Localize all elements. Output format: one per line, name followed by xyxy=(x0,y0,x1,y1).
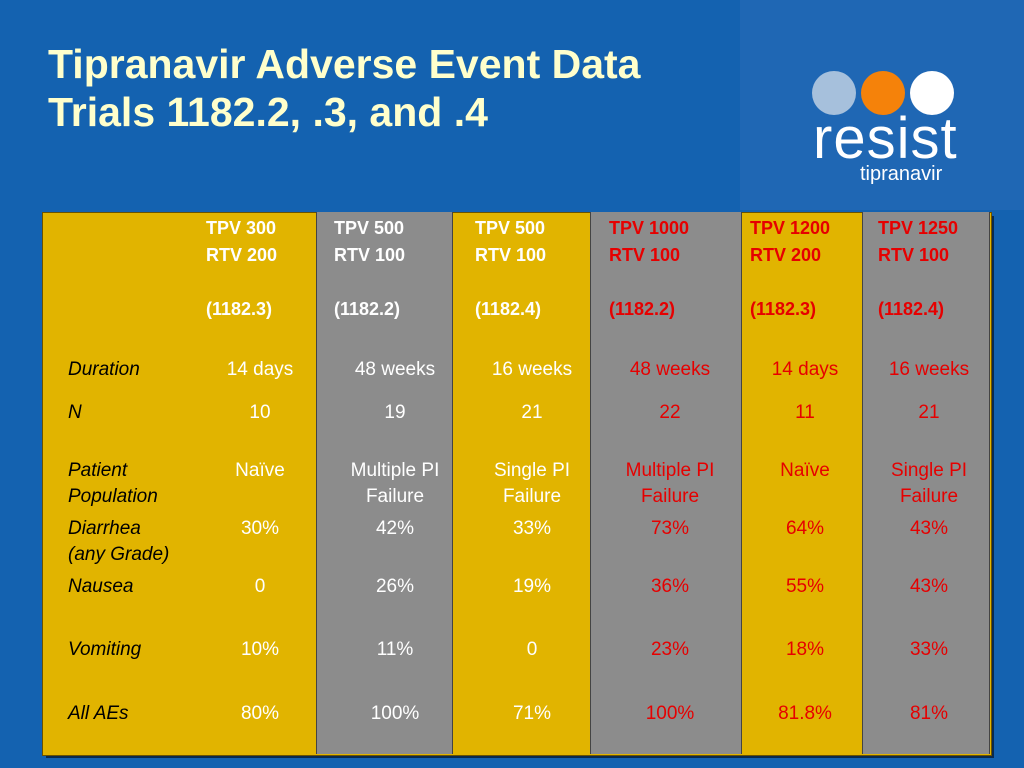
col-header-tpv: TPV 500 xyxy=(334,218,405,238)
col-header-1: TPV 300 RTV 200 (1182.3) xyxy=(206,215,277,323)
cell-vomiting: 10% xyxy=(240,639,280,660)
data-table xyxy=(42,212,992,756)
cell-population-1: Naïve xyxy=(235,460,285,481)
cell-duration: 16 weeks xyxy=(888,359,970,380)
cell-nausea: 0 xyxy=(254,576,266,597)
col-header-3: TPV 500 RTV 100 (1182.4) xyxy=(475,215,546,323)
cell-population-2: Failure xyxy=(899,486,959,507)
col-header-trial: (1182.2) xyxy=(609,299,676,319)
row-label-n: N xyxy=(68,402,82,423)
row-label-patient-population: Patient Population xyxy=(68,458,158,510)
cell-population-2: Failure xyxy=(365,486,425,507)
col-header-tpv: TPV 500 xyxy=(475,218,546,238)
cell-vomiting: 18% xyxy=(785,639,825,660)
cell-nausea: 26% xyxy=(375,576,415,597)
col-header-trial: (1182.3) xyxy=(750,299,817,319)
col-header-4: TPV 1000 RTV 100 (1182.2) xyxy=(609,215,689,323)
cell-population-2: Failure xyxy=(502,486,562,507)
col-header-tpv: TPV 1200 xyxy=(750,218,831,238)
cell-diarrhea: 30% xyxy=(240,518,280,539)
cell-nausea: 43% xyxy=(909,576,949,597)
cell-duration: 14 days xyxy=(226,359,294,380)
col-header-2: TPV 500 RTV 100 (1182.2) xyxy=(334,215,405,323)
logo-subtitle: tipranavir xyxy=(860,163,943,185)
row-label-duration: Duration xyxy=(68,359,140,380)
cell-population: Naïve xyxy=(195,458,325,484)
title-line-1: Tipranavir Adverse Event Data xyxy=(48,41,641,87)
row-label-patient: Patient xyxy=(68,460,128,481)
cell-all-aes: 80% xyxy=(240,703,280,724)
cell-n: 22 xyxy=(659,402,681,423)
cell-n: 21 xyxy=(521,402,543,423)
cell-population: Naïve xyxy=(740,458,870,484)
col-header-rtv: RTV 100 xyxy=(878,245,950,265)
cell-all-aes: 81% xyxy=(909,703,949,724)
cell-nausea: 55% xyxy=(785,576,825,597)
col-gray-5 xyxy=(862,212,990,754)
col-header-rtv: RTV 100 xyxy=(609,245,681,265)
row-label-population: Population xyxy=(68,486,158,507)
title-line-2: Trials 1182.2, .3, and .4 xyxy=(48,89,488,135)
cell-all-aes: 100% xyxy=(645,703,695,724)
logo-dot-white xyxy=(910,71,954,115)
cell-vomiting: 0 xyxy=(526,639,538,660)
col-header-rtv: RTV 100 xyxy=(475,245,547,265)
col-header-tpv: TPV 1000 xyxy=(609,218,690,238)
cell-vomiting: 23% xyxy=(650,639,690,660)
col-header-trial: (1182.3) xyxy=(206,299,273,319)
row-label-vomiting: Vomiting xyxy=(68,639,142,660)
row-label-all-aes: All AEs xyxy=(68,703,129,724)
cell-population-2: Failure xyxy=(640,486,700,507)
cell-population-1: Multiple PI xyxy=(350,460,440,481)
cell-diarrhea: 33% xyxy=(512,518,552,539)
row-label-nausea: Nausea xyxy=(68,576,134,597)
cell-duration: 14 days xyxy=(771,359,839,380)
cell-duration: 48 weeks xyxy=(354,359,436,380)
cell-population: Multiple PI Failure xyxy=(605,458,735,510)
col-header-rtv: RTV 100 xyxy=(334,245,406,265)
cell-population: Single PI Failure xyxy=(864,458,994,510)
cell-n: 19 xyxy=(384,402,406,423)
cell-n: 21 xyxy=(918,402,940,423)
cell-diarrhea: 43% xyxy=(909,518,949,539)
slide-title: Tipranavir Adverse Event Data Trials 118… xyxy=(48,40,640,136)
col-gray-1 xyxy=(316,212,453,754)
col-header-tpv: TPV 300 xyxy=(206,218,277,238)
cell-population: Single PI Failure xyxy=(467,458,597,510)
cell-all-aes: 100% xyxy=(370,703,420,724)
logo-dot-light-blue xyxy=(812,71,856,115)
col-gray-3 xyxy=(590,212,742,754)
row-label-diarrhea-2: (any Grade) xyxy=(68,544,170,565)
cell-diarrhea: 42% xyxy=(375,518,415,539)
col-header-rtv: RTV 200 xyxy=(206,245,278,265)
cell-population-1: Single PI xyxy=(493,460,571,481)
col-header-trial: (1182.4) xyxy=(878,299,945,319)
cell-vomiting: 33% xyxy=(909,639,949,660)
col-header-trial: (1182.4) xyxy=(475,299,542,319)
cell-duration: 16 weeks xyxy=(491,359,573,380)
cell-diarrhea: 73% xyxy=(650,518,690,539)
logo-wordmark: resist xyxy=(813,106,958,171)
col-header-6: TPV 1250 RTV 100 (1182.4) xyxy=(878,215,958,323)
col-header-rtv: RTV 200 xyxy=(750,245,822,265)
col-header-5: TPV 1200 RTV 200 (1182.3) xyxy=(750,215,830,323)
row-label-diarrhea-1: Diarrhea xyxy=(68,518,141,539)
cell-nausea: 36% xyxy=(650,576,690,597)
col-header-trial: (1182.2) xyxy=(334,299,401,319)
cell-population-1: Naïve xyxy=(780,460,830,481)
cell-vomiting: 11% xyxy=(376,639,414,660)
cell-n: 11 xyxy=(795,402,815,423)
cell-population-1: Multiple PI xyxy=(625,460,715,481)
cell-all-aes: 71% xyxy=(512,703,552,724)
cell-population: Multiple PI Failure xyxy=(330,458,460,510)
row-label-diarrhea: Diarrhea (any Grade) xyxy=(68,516,169,568)
logo-dot-orange xyxy=(861,71,905,115)
cell-duration: 48 weeks xyxy=(629,359,711,380)
cell-all-aes: 81.8% xyxy=(778,703,832,724)
cell-nausea: 19% xyxy=(512,576,552,597)
cell-n: 10 xyxy=(249,402,271,423)
cell-population-1: Single PI xyxy=(890,460,968,481)
col-header-tpv: TPV 1250 xyxy=(878,218,959,238)
cell-diarrhea: 64% xyxy=(785,518,825,539)
